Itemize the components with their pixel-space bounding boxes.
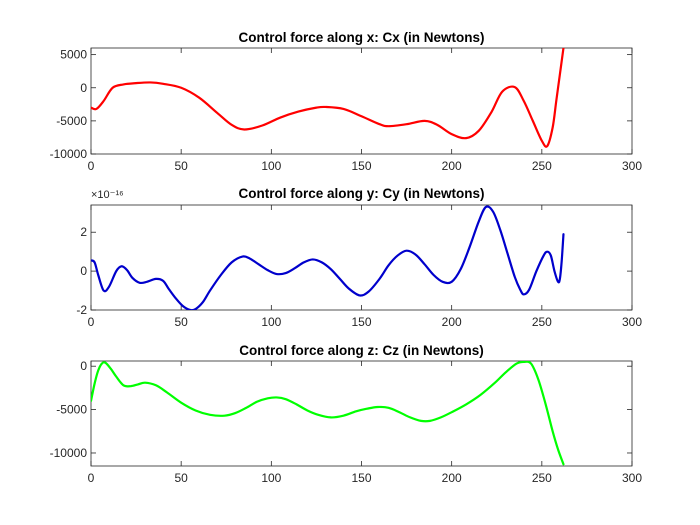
subplot-cz-axes-box xyxy=(90,360,633,467)
subplot-cx-series-line xyxy=(91,48,565,148)
subplot-cy-x-tick-label: 200 xyxy=(442,315,462,329)
subplot-cx-y-tick-label: -5000 xyxy=(56,114,87,128)
subplot-cy-exponent-label: ×10⁻¹⁶ xyxy=(91,189,124,201)
subplot-cy-x-tick-label: 50 xyxy=(174,315,188,329)
subplot-cz-x-tick-label: 100 xyxy=(261,471,281,485)
subplot-cy-x-tick-label: 300 xyxy=(622,315,642,329)
subplot-cy-x-tick-label: 0 xyxy=(88,315,95,329)
subplot-cy-title: Control force along y: Cy (in Newtons) xyxy=(238,186,484,201)
subplot-cz-x-tick-label: 50 xyxy=(174,471,188,485)
subplot-cz-x-tick-label: 300 xyxy=(622,471,642,485)
subplot-cx-title: Control force along x: Cx (in Newtons) xyxy=(238,30,484,45)
subplot-cy-y-tick-label: 2 xyxy=(80,225,87,239)
subplot-cz-series-line xyxy=(91,361,565,466)
subplot-cx: Control force along x: Cx (in Newtons) 0… xyxy=(50,30,643,173)
subplot-cy-y-tick-label: 0 xyxy=(80,264,87,278)
subplot-cz-y-tick-label: -5000 xyxy=(56,403,87,417)
subplot-cy-series-line xyxy=(91,205,565,310)
subplot-cy: Control force along y: Cy (in Newtons) ×… xyxy=(76,186,642,329)
subplot-cx-x-tick-label: 300 xyxy=(622,159,642,173)
subplot-cz-x-tick-label: 150 xyxy=(351,471,371,485)
subplot-cx-y-tick-label: 0 xyxy=(80,81,87,95)
subplot-cy-x-tick-label: 150 xyxy=(351,315,371,329)
subplot-cx-x-tick-label: 200 xyxy=(442,159,462,173)
subplot-cz-x-tick-label: 250 xyxy=(532,471,552,485)
subplot-cx-x-tick-label: 250 xyxy=(532,159,552,173)
subplot-cz-title: Control force along z: Cz (in Newtons) xyxy=(239,343,484,358)
subplot-cz-x-tick-label: 0 xyxy=(88,471,95,485)
subplot-cy-x-tick-label: 250 xyxy=(532,315,552,329)
subplot-cx-axes-box xyxy=(90,47,633,155)
subplot-cz-y-tick-label: 0 xyxy=(80,359,87,373)
subplot-cz-x-tick-label: 200 xyxy=(442,471,462,485)
subplot-cz-y-tick-label: -10000 xyxy=(50,446,88,460)
subplot-cy-x-tick-label: 100 xyxy=(261,315,281,329)
subplot-cz: Control force along z: Cz (in Newtons) 0… xyxy=(50,343,643,485)
subplot-cx-x-tick-label: 50 xyxy=(174,159,188,173)
subplot-cx-x-tick-label: 100 xyxy=(261,159,281,173)
subplot-cx-y-tick-label: 5000 xyxy=(60,48,87,62)
subplot-cx-y-tick-label: -10000 xyxy=(50,147,88,161)
subplot-cx-x-tick-label: 0 xyxy=(88,159,95,173)
subplot-cy-y-tick-label: -2 xyxy=(76,303,87,317)
subplot-cx-x-tick-label: 150 xyxy=(351,159,371,173)
